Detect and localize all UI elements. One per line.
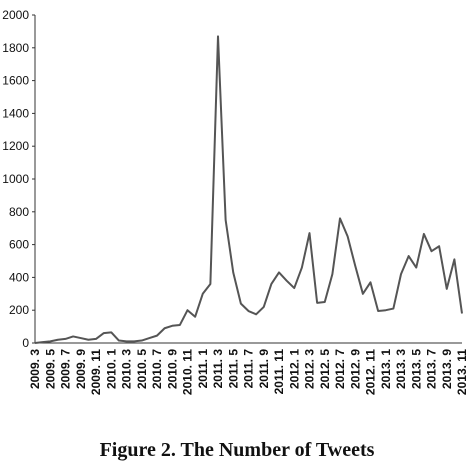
x-tick-label: 2013. 5 <box>409 349 423 389</box>
x-tick-label: 2013. 3 <box>394 349 408 389</box>
x-tick-label: 2012. 11 <box>364 349 378 395</box>
x-tick-label: 2010. 11 <box>181 349 195 395</box>
x-tick-label: 2009. 9 <box>74 349 88 389</box>
x-tick-label: 2010. 9 <box>165 349 179 389</box>
y-tick-label: 1000 <box>2 172 29 186</box>
x-tick-label: 2013. 7 <box>425 349 439 389</box>
x-tick-label: 2013. 11 <box>455 349 469 395</box>
y-tick-label: 0 <box>22 336 29 350</box>
x-tick-label: 2011. 5 <box>226 349 240 389</box>
y-tick-label: 1200 <box>2 139 29 153</box>
y-tick-label: 1600 <box>2 74 29 88</box>
x-tick-label: 2012. 1 <box>287 349 301 389</box>
y-tick-label: 1800 <box>2 41 29 55</box>
y-tick-label: 2000 <box>2 8 29 22</box>
x-tick-label: 2011. 7 <box>242 349 256 389</box>
x-tick-label: 2009. 5 <box>43 349 57 389</box>
x-tick-label: 2012. 3 <box>303 349 317 389</box>
line <box>34 35 463 344</box>
x-tick-label: 2009. 3 <box>28 349 42 389</box>
x-tick-label: 2010. 7 <box>150 349 164 389</box>
y-tick-label: 400 <box>9 270 29 284</box>
x-tick-label: 2010. 3 <box>120 349 134 389</box>
chart-title: Figure 2. The Number of Tweets <box>100 439 375 461</box>
x-tick-label: 2012. 7 <box>333 349 347 389</box>
x-tick-label: 2009. 7 <box>59 349 73 389</box>
y-tick-label: 600 <box>9 238 29 252</box>
x-tick-label: 2010. 5 <box>135 349 149 389</box>
x-tick-label: 2011. 3 <box>211 349 225 389</box>
x-tick-label: 2012. 9 <box>348 349 362 389</box>
x-tick-label: 2012. 5 <box>318 349 332 389</box>
x-tick-label: 2011. 11 <box>272 349 286 395</box>
y-tick-label: 1400 <box>2 106 29 120</box>
x-tick-label: 2011. 1 <box>196 349 210 389</box>
x-tick-label: 2009. 11 <box>89 349 103 395</box>
y-tick-label: 800 <box>9 205 29 219</box>
x-tick-label: 2010. 1 <box>104 349 118 389</box>
x-tick-label: 2013. 1 <box>379 349 393 389</box>
x-tick-label: 2011. 9 <box>257 349 271 389</box>
y-tick-label: 200 <box>9 303 29 317</box>
x-tick-label: 2013. 9 <box>440 349 454 389</box>
